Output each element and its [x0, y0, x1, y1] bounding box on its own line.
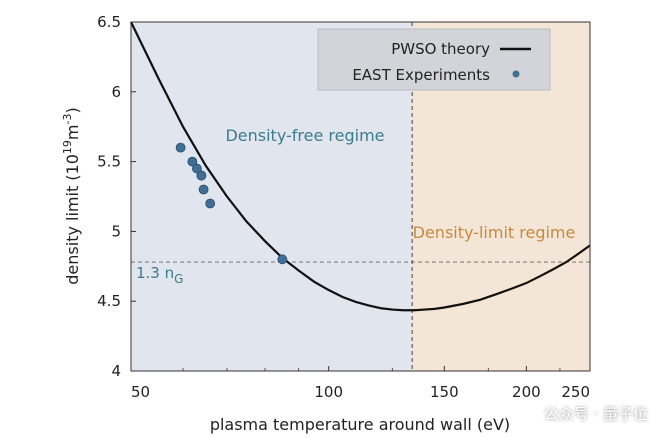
axes-layer: 4 4.5 5 5.5 6 6.5 50 100 150 200 250: [97, 13, 591, 401]
reference-line-label: 1.3 nG: [136, 264, 183, 286]
y-tick-label: 5: [111, 222, 121, 240]
experiment-point: [198, 184, 209, 195]
legend-experiments-swatch: [512, 70, 520, 78]
y-axis-title-sup1: 19: [61, 140, 74, 154]
x-tick-label: 150: [430, 383, 459, 401]
reference-line-label-main: 1.3 n: [136, 264, 174, 282]
legend-label-experiments: EAST Experiments: [352, 66, 490, 84]
y-tick-label: 4: [111, 362, 121, 380]
experiment-point: [196, 170, 207, 181]
x-tick-label: 200: [512, 383, 541, 401]
y-tick-label: 4.5: [97, 292, 121, 310]
wechat-icon: [515, 404, 538, 422]
y-axis-title-end: ): [63, 107, 82, 113]
watermark: 公众号 · 量子位: [515, 403, 648, 424]
experiment-point: [192, 163, 202, 174]
y-axis-title-sup2: -3: [61, 114, 74, 125]
x-axis-title: plasma temperature around wall (eV): [210, 415, 510, 434]
x-tick-label: 100: [314, 383, 343, 401]
y-axis-title: density limit (1019m-3): [61, 107, 82, 284]
experiment-points-layer: [175, 142, 288, 265]
region-label-density-limit: Density-limit regime: [413, 223, 576, 242]
legend: PWSO theory EAST Experiments: [317, 28, 551, 91]
legend-label-theory: PWSO theory: [391, 40, 490, 58]
y-axis-title-mid: m: [63, 124, 82, 140]
experiment-point: [277, 254, 288, 265]
region-labels-layer: Density-free regime Density-limit regime: [225, 126, 575, 242]
experiment-point: [175, 142, 186, 153]
reference-line-label-sub: G: [174, 272, 183, 286]
y-tick-label: 5.5: [97, 153, 121, 171]
y-tick-label: 6: [111, 83, 121, 101]
x-tick-label: 250: [561, 383, 590, 401]
plot-frame: [130, 21, 591, 372]
y-tick-label: 6.5: [97, 13, 121, 31]
region-label-density-free: Density-free regime: [225, 126, 384, 145]
experiment-point: [205, 198, 216, 209]
experiment-point: [187, 156, 198, 167]
theory-curve: [130, 21, 591, 312]
theory-curve-layer: [130, 21, 591, 312]
y-axis-title-main: density limit (10: [63, 154, 82, 285]
legend-box: [317, 28, 551, 91]
watermark-text: 公众号 · 量子位: [543, 405, 648, 423]
x-tick-label: 50: [131, 383, 150, 401]
